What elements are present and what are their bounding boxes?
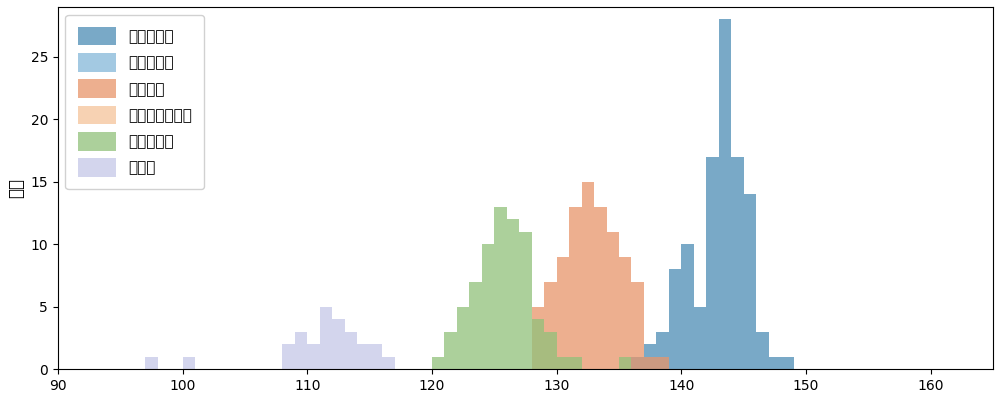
Bar (332, 319, 345, 369)
Bar (183, 357, 195, 369)
Bar (307, 344, 320, 369)
Bar (656, 357, 669, 369)
Bar (519, 232, 532, 369)
Bar (532, 319, 544, 369)
Bar (619, 257, 631, 369)
Bar (631, 282, 644, 369)
Bar (557, 357, 569, 369)
Bar (320, 307, 332, 369)
Bar (532, 307, 544, 369)
Bar (457, 307, 469, 369)
Bar (544, 332, 557, 369)
Bar (469, 282, 482, 369)
Bar (345, 332, 357, 369)
Bar (507, 219, 519, 369)
Bar (756, 332, 769, 369)
Bar (769, 357, 781, 369)
Bar (607, 232, 619, 369)
Bar (482, 244, 494, 369)
Bar (644, 357, 656, 369)
Bar (706, 157, 719, 369)
Bar (656, 332, 669, 369)
Bar (644, 344, 656, 369)
Bar (295, 332, 307, 369)
Bar (781, 357, 794, 369)
Bar (569, 207, 582, 369)
Bar (494, 207, 507, 369)
Bar (694, 307, 706, 369)
Bar (444, 332, 457, 369)
Bar (631, 357, 644, 369)
Bar (145, 357, 158, 369)
Bar (382, 357, 395, 369)
Bar (744, 194, 756, 369)
Bar (282, 344, 295, 369)
Bar (370, 344, 382, 369)
Bar (544, 282, 557, 369)
Bar (619, 357, 631, 369)
Bar (357, 344, 370, 369)
Legend: ストレート, ツーシーム, フォーク, チェンジアップ, スライダー, カーブ: ストレート, ツーシーム, フォーク, チェンジアップ, スライダー, カーブ (65, 14, 204, 189)
Bar (569, 357, 582, 369)
Bar (432, 357, 444, 369)
Bar (719, 20, 731, 369)
Bar (669, 269, 681, 369)
Bar (582, 182, 594, 369)
Bar (731, 157, 744, 369)
Bar (557, 257, 569, 369)
Y-axis label: 球数: 球数 (7, 178, 25, 198)
Bar (594, 207, 607, 369)
Bar (681, 244, 694, 369)
